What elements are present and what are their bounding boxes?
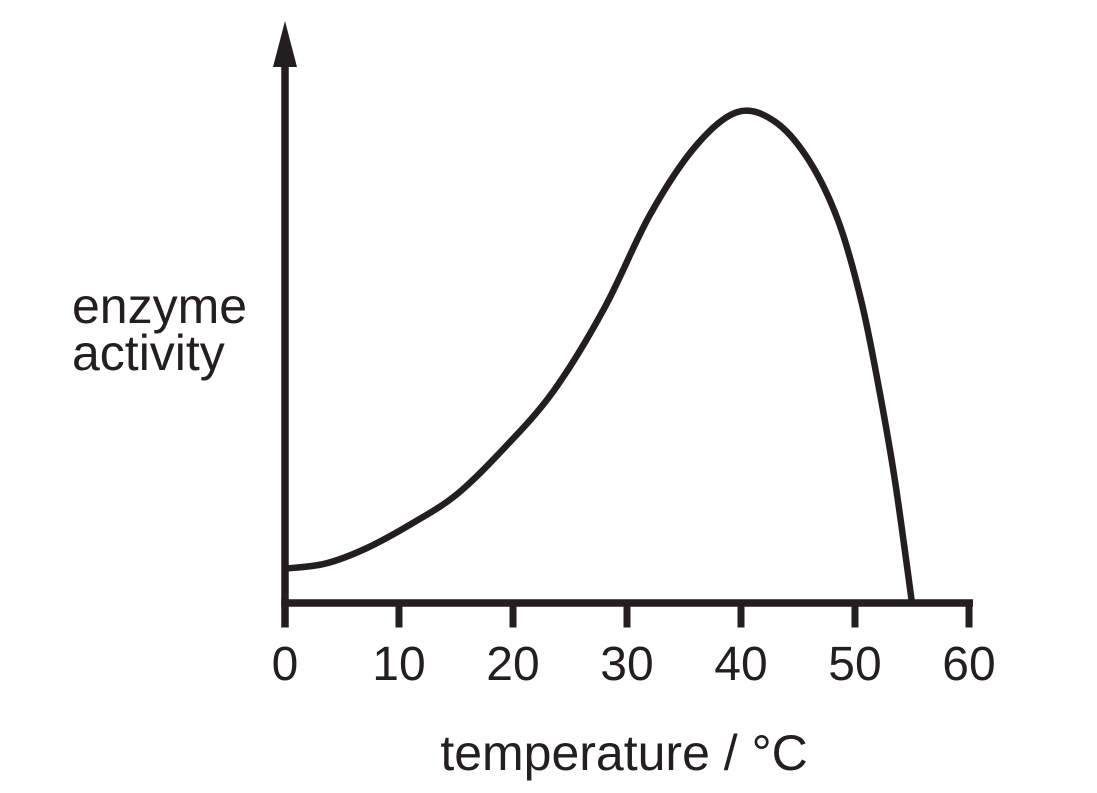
x-tick-label-0: 0 xyxy=(272,638,299,691)
x-tick-label-20: 20 xyxy=(486,638,539,691)
x-tick-label-10: 10 xyxy=(372,638,425,691)
x-tick-label-60: 60 xyxy=(942,638,995,691)
x-tick-label-40: 40 xyxy=(714,638,767,691)
x-tick-label-30: 30 xyxy=(600,638,653,691)
x-axis-ticks xyxy=(281,600,973,628)
enzyme-activity-curve xyxy=(284,107,916,604)
y-axis-arrowhead-icon xyxy=(273,21,297,67)
y-axis-label-line1: enzyme xyxy=(72,278,247,334)
x-axis-tick-labels: 0 10 20 30 40 50 60 xyxy=(272,638,996,691)
y-axis-label-line2: activity xyxy=(72,325,225,381)
x-axis-label: temperature / °C xyxy=(440,725,807,781)
x-tick-label-50: 50 xyxy=(828,638,881,691)
